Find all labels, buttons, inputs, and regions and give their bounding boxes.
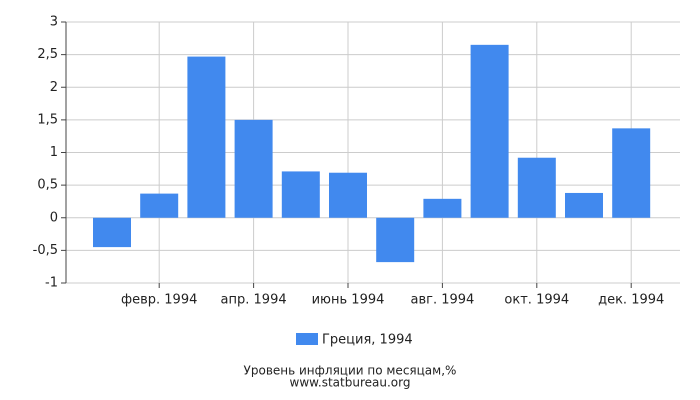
x-tick-label: окт. 1994: [504, 293, 569, 308]
y-tick-label: 0,5: [37, 178, 58, 193]
bar: [517, 157, 556, 218]
bar: [376, 217, 415, 263]
bar: [612, 128, 651, 218]
bar: [470, 44, 509, 218]
y-tick-label: -0,5: [33, 243, 58, 258]
bar: [565, 192, 603, 218]
y-tick-label: 1,5: [37, 112, 58, 127]
chart-title: Уровень инфляции по месяцам,%: [244, 364, 457, 378]
y-tick-label: 2: [50, 80, 58, 95]
source: www.statbureau.org: [290, 376, 411, 390]
bar: [329, 172, 367, 218]
bar: [140, 193, 179, 218]
y-tick-label: -1: [45, 276, 58, 291]
bar: [93, 217, 131, 248]
x-tick-label: авг. 1994: [410, 293, 474, 308]
x-tick-label: дек. 1994: [598, 293, 664, 308]
y-tick-label: 2,5: [37, 47, 58, 62]
bar: [234, 119, 273, 218]
bar: [423, 198, 462, 218]
x-tick-label: февр. 1994: [121, 293, 197, 308]
bar: [187, 56, 226, 218]
legend-label: Греция, 1994: [322, 333, 413, 348]
bar: [281, 171, 320, 218]
legend-swatch: [296, 333, 318, 345]
y-tick-label: 3: [50, 15, 58, 30]
y-tick-label: 1: [50, 145, 58, 160]
x-tick-label: июнь 1994: [312, 293, 385, 308]
x-tick-label: апр. 1994: [221, 293, 287, 308]
y-tick-label: 0: [50, 210, 58, 225]
